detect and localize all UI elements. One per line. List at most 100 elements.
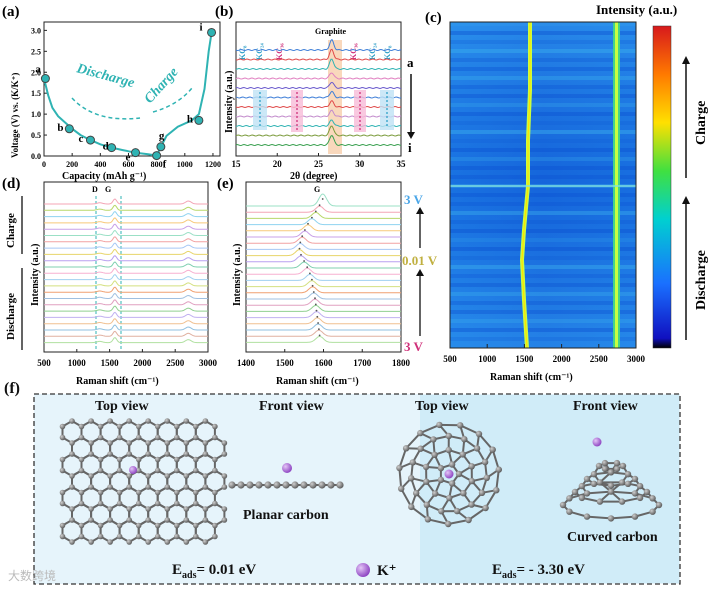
carbon-atom: [126, 440, 132, 446]
carbon-atom: [116, 434, 123, 441]
heatmap-stripe: [450, 31, 636, 35]
point-i: [207, 27, 217, 37]
x-tick-label: 35: [397, 159, 407, 169]
carbon-atom: [424, 516, 432, 523]
heatmap-stripe: [450, 193, 636, 197]
carbon-bond: [448, 519, 469, 525]
carbon-atom: [107, 539, 113, 545]
panel-c: (c) Intensity (a.u.) Charge Discharge Ra…: [425, 2, 709, 383]
carbon-atom: [154, 533, 161, 540]
carbon-atom: [145, 517, 151, 523]
carbon-atom: [221, 506, 228, 512]
carbon-bond: [398, 467, 403, 489]
carbon-atom: [455, 470, 463, 478]
raman-spectrum: [44, 242, 208, 249]
point-label-f: f: [163, 159, 167, 171]
carbon-atom: [607, 469, 615, 476]
panel-a-yticks: 0.0 0.5 1.0 1.5 2.0 2.5 3.0: [31, 26, 47, 161]
point-b: [64, 124, 74, 134]
x-tick-label: 500: [37, 358, 51, 368]
point-label-i: i: [200, 21, 203, 33]
carbon-atom: [468, 463, 475, 470]
x-tick-label: 1800: [392, 358, 411, 368]
panel-c-frame: [449, 21, 637, 349]
discharge-arrow: [71, 97, 141, 120]
panel-d-xlabel: Raman shift (cm⁻¹): [76, 376, 159, 387]
carbon-atom: [154, 467, 161, 474]
x-tick-label: 1500: [101, 358, 120, 368]
g-band-peak-marker: [321, 198, 324, 200]
x-tick-label: 600: [122, 160, 134, 169]
carbon-atom: [183, 517, 190, 523]
y-tick-label: 0.0: [31, 152, 41, 161]
carbon-atom: [436, 421, 443, 429]
carbon-atom: [481, 458, 489, 466]
panel-a-xticks: 0 200 400 600 800 1000 1200: [42, 153, 221, 169]
carbon-atom: [145, 484, 151, 490]
carbon-bond: [586, 515, 612, 520]
x-tick-label: 1500: [515, 354, 534, 364]
carbon-atom: [164, 506, 171, 512]
heatmap-stripe: [450, 292, 636, 296]
carbon-atom: [78, 467, 85, 474]
panel-a-frame: [43, 21, 221, 157]
carbon-atom: [336, 481, 344, 489]
carbon-atom: [59, 489, 66, 496]
carbon-atom: [571, 488, 579, 496]
carbon-atom: [478, 489, 486, 496]
carbon-atom: [445, 432, 452, 440]
g-band-peak-marker: [318, 328, 320, 331]
carbon-atom: [69, 484, 75, 490]
carbon-atom: [193, 434, 199, 441]
carbon-bond: [468, 507, 487, 521]
carbon-atom: [482, 504, 489, 512]
v-bottom: 3 V: [404, 339, 424, 354]
carbon-atom: [202, 539, 209, 545]
g-band-spectrum: [246, 311, 401, 319]
carbon-atom: [417, 429, 424, 437]
carbon-atom: [624, 480, 632, 487]
carbon-atom: [97, 522, 104, 529]
carbon-atom: [116, 500, 123, 507]
g-band-spectrum: [246, 273, 401, 281]
carbon-atom: [154, 423, 161, 430]
carbon-atom: [649, 508, 656, 515]
v-top: 3 V: [404, 192, 424, 207]
g-band-peak-marker: [315, 309, 318, 312]
carbon-atom: [202, 440, 209, 446]
carbon-atom: [145, 451, 151, 457]
g-band-peak-marker: [307, 222, 309, 225]
point-f: [152, 151, 162, 161]
phase-label: KC₂₄: [368, 43, 377, 60]
g-band-peak-marker: [312, 291, 315, 293]
heatmap-stripe: [450, 310, 636, 314]
planar-carbon-front-view: [228, 463, 344, 489]
carbon-atom: [417, 445, 424, 452]
carbon-atom: [78, 522, 85, 529]
carbon-atom: [88, 440, 94, 446]
g-band-spectrum: [246, 218, 401, 226]
carbon-atom: [246, 481, 254, 489]
raman-spectrum: [44, 198, 208, 205]
carbon-bond: [405, 432, 422, 449]
carbon-atom: [212, 467, 218, 474]
x-tick-label: 1400: [237, 358, 256, 368]
raman-spectrum: [44, 305, 208, 312]
carbon-atom: [578, 482, 586, 490]
b-start-label: a: [407, 55, 414, 70]
carbon-atom: [78, 456, 85, 463]
phase-label: KC₈: [383, 45, 392, 60]
carbon-atom: [107, 418, 113, 424]
carbon-atom: [107, 484, 113, 490]
g-band-spectrum: [246, 242, 401, 250]
g-band-spectrum: [246, 267, 401, 275]
carbon-atom: [126, 506, 132, 512]
carbon-atom: [221, 440, 228, 446]
c-discharge-arrow-head: [682, 196, 690, 204]
carbon-atom: [590, 480, 598, 487]
x-tick-label: 1200: [205, 160, 221, 169]
carbon-atom: [221, 484, 228, 490]
carbon-bond: [484, 489, 498, 509]
g-band-spectrum: [246, 255, 401, 263]
y-tick-label: 1.5: [31, 89, 41, 98]
